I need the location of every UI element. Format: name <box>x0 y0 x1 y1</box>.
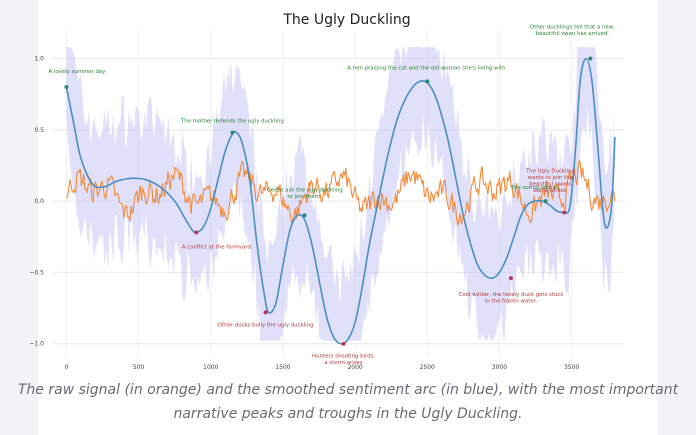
event-annotation: Cold winter, the lonely duck gets stuck i… <box>458 292 564 305</box>
event-annotation-line: wants to join the <box>528 175 574 181</box>
event-annotation-line: Hunters shooting birds, <box>312 354 375 360</box>
chart-title: The Ugly Duckling <box>282 12 410 28</box>
event-marker <box>230 130 235 135</box>
event-marker <box>263 310 268 315</box>
event-marker <box>588 56 593 61</box>
event-annotation: A conflict at the farmyard <box>182 245 251 251</box>
event-annotation-line: The Ugly Duckling <box>525 169 575 175</box>
smoothed-arc-line <box>65 57 616 345</box>
x-tick-label: 2000 <box>347 364 362 371</box>
event-annotation-line: A hen praising the cat and the old woman… <box>347 65 507 71</box>
event-marker <box>508 276 513 281</box>
event-annotation: Geese ask the ugly duckling to join them. <box>267 187 343 200</box>
event-annotation: The Ugly Duckling wants to join the beauti… <box>525 169 575 195</box>
event-annotation: Other ducklings tell that a new, beautifu… <box>530 25 615 38</box>
x-tick-label: 0 <box>65 364 69 371</box>
x-tick-label: 3500 <box>564 364 579 371</box>
event-annotation: A lovely summer day <box>48 69 106 75</box>
event-annotation-line: beautiful swan has arrived. <box>536 31 610 37</box>
y-tick-label: 1.0 <box>34 56 44 63</box>
y-axis-ticks: −1.0 −0.5 0.0 0.5 1.0 <box>29 56 44 348</box>
variance-band <box>66 47 614 341</box>
event-annotation-line: Cold winter, the lonely duck gets stuck <box>458 292 564 298</box>
event-annotation-line: A conflict at the farmyard <box>182 245 251 251</box>
event-annotation-line: a storm arises <box>324 360 362 366</box>
event-annotation-line: to join them. <box>287 194 322 200</box>
event-annotation-line: The spring comes. <box>510 185 561 191</box>
event-annotation-line: Geese ask the ugly duckling <box>267 187 343 193</box>
event-annotation-line: The mother defends the ugly duckling <box>180 119 284 125</box>
sentiment-chart: The Ugly Duckling A lovely summer day The… <box>29 12 625 371</box>
x-tick-label: 500 <box>133 364 145 371</box>
event-marker <box>425 79 430 84</box>
y-tick-label: 0.5 <box>34 127 44 134</box>
event-markers <box>64 56 593 346</box>
event-annotation-line: in the frozen water. <box>485 299 538 305</box>
y-tick-label: 0.0 <box>34 198 44 205</box>
caption-line-2: narrative peaks and troughs in the Ugly … <box>173 406 523 422</box>
event-annotations: A lovely summer day The mother defends th… <box>48 25 615 367</box>
event-annotation-line: Other ducklings tell that a new, <box>530 25 615 31</box>
event-annotation: A hen praising the cat and the old woman… <box>347 65 507 71</box>
caption-line-1: The raw signal (in orange) and the smoot… <box>17 382 679 398</box>
event-marker <box>194 230 199 235</box>
event-annotation-line: Other ducks bully the ugly duckling <box>218 322 314 328</box>
event-annotation-line: but is afraid. <box>533 188 567 194</box>
y-tick-label: −1.0 <box>29 341 44 348</box>
event-annotation-line: A lovely summer day <box>48 69 106 75</box>
event-marker <box>64 85 69 90</box>
x-axis-ticks: 0 500 1000 1500 2000 2500 3000 3500 <box>65 364 580 371</box>
event-annotation: Hunters shooting birds, a storm arises <box>312 354 375 367</box>
x-tick-label: 1000 <box>203 364 218 371</box>
x-tick-label: 2500 <box>420 364 435 371</box>
x-tick-label: 3000 <box>492 364 507 371</box>
event-marker <box>302 213 307 218</box>
x-tick-label: 1500 <box>275 364 290 371</box>
event-marker <box>543 199 548 204</box>
event-marker <box>562 210 567 215</box>
variance-band-area <box>66 47 614 341</box>
event-annotation: The spring comes. <box>510 185 561 191</box>
event-annotation-line: beautiful swans <box>529 182 572 188</box>
event-marker <box>341 341 346 346</box>
figure-caption: The raw signal (in orange) and the smoot… <box>0 378 696 426</box>
event-annotation: Other ducks bully the ugly duckling <box>218 322 314 328</box>
smoothed-arc <box>65 57 616 345</box>
y-tick-label: −0.5 <box>29 269 44 276</box>
event-annotation: The mother defends the ugly duckling <box>180 119 284 125</box>
